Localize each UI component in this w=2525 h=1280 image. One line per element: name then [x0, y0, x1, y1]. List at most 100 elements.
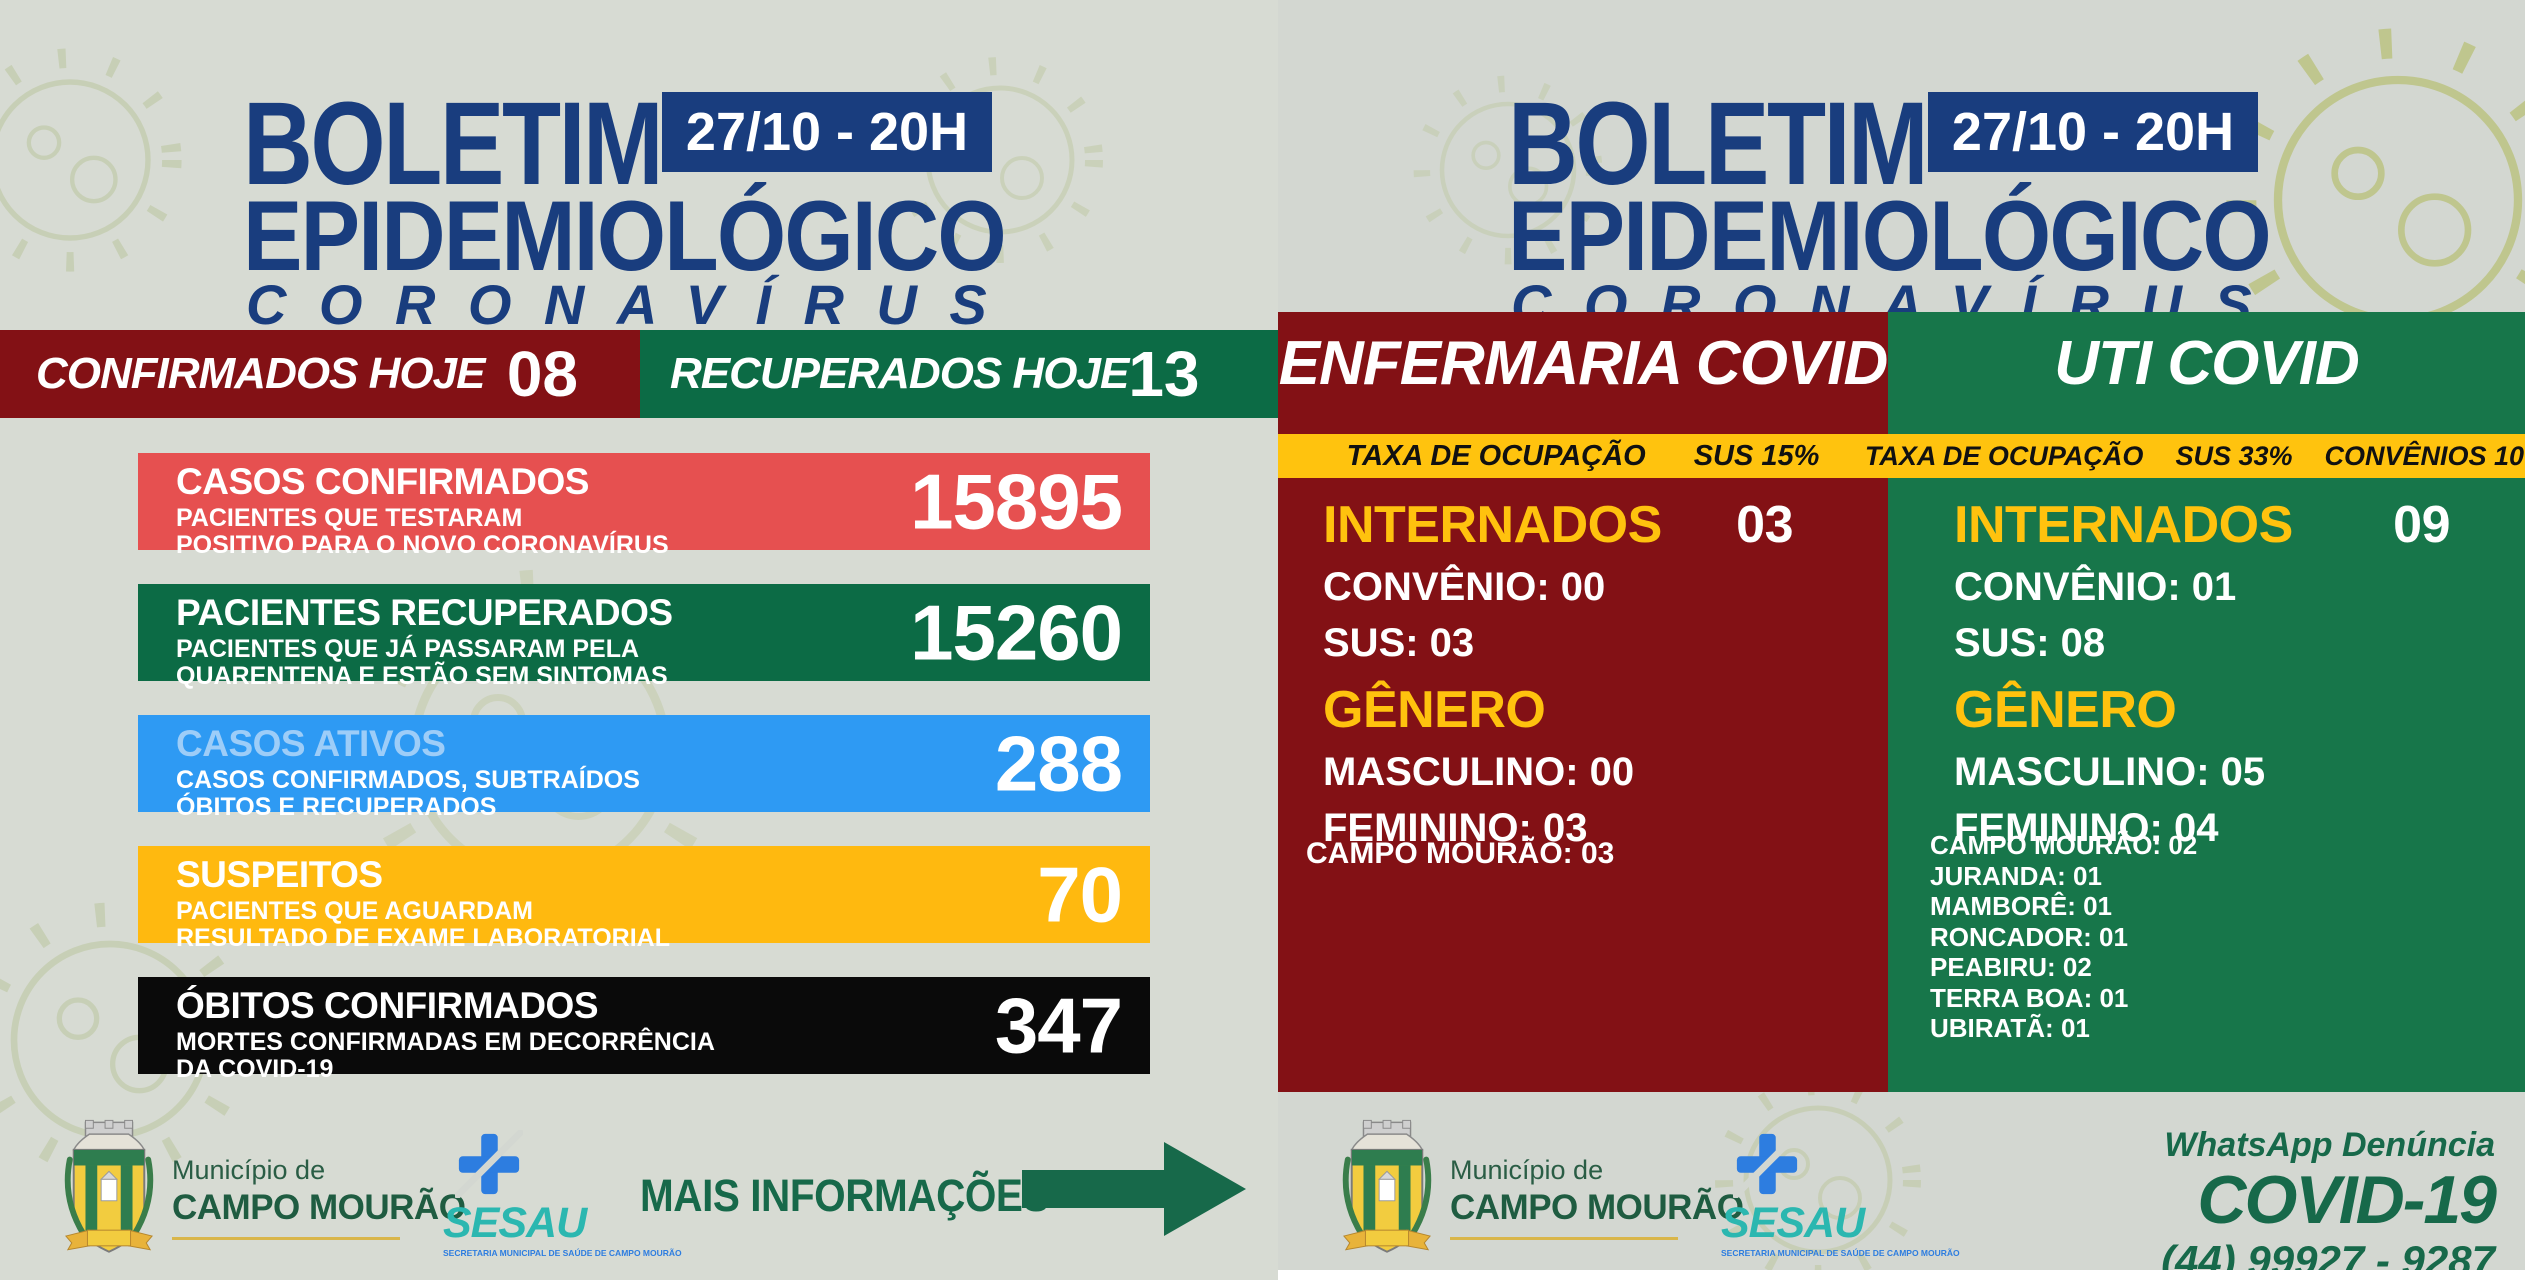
convenio-line: CONVÊNIO: 00: [1323, 565, 1606, 609]
sesau-tagline: SECRETARIA MUNICIPAL DE SAÚDE DE CAMPO M…: [1721, 1248, 1960, 1258]
panel-hospital-occupancy: BOLETIM 27/10 - 20H EPIDEMIOLÓGICO CORON…: [1278, 0, 2525, 1280]
internados-label: INTERNADOS: [1954, 496, 2293, 554]
bulletin-title-line2: EPIDEMIOLÓGICO: [243, 180, 1007, 291]
city-line: MAMBORÊ: 01: [1930, 891, 2113, 921]
occupancy-label: TAXA DE OCUPAÇÃO: [1346, 439, 1646, 472]
enfermaria-stats: INTERNADOS 03 CONVÊNIO: 00 SUS: 03 GÊNER…: [1323, 495, 1793, 851]
internados-label: INTERNADOS: [1323, 496, 1662, 554]
masculino-line: MASCULINO: 00: [1323, 750, 1635, 795]
gold-underline: [172, 1237, 400, 1240]
arrow-right-icon[interactable]: [1022, 1170, 1164, 1208]
uti-city-list: CAMPO MOURÃO: 02 JURANDA: 01 MAMBORÊ: 01…: [1930, 830, 2197, 1044]
stat-desc: MORTES CONFIRMADAS EM DECORRÊNCIA DA COVI…: [176, 1027, 715, 1084]
stat-title: CASOS ATIVOS: [176, 723, 446, 764]
campo-mourao-coat-of-arms: [1338, 1118, 1436, 1260]
city-line: RONCADOR: 01: [1930, 921, 2128, 952]
arrow-right-icon[interactable]: [1164, 1142, 1246, 1236]
confirmed-today-bar: CONFIRMADOS HOJE 08: [0, 330, 640, 418]
sesau-name: SESAU: [443, 1199, 587, 1247]
sus-line: SUS: 08: [1954, 620, 2106, 665]
recovered-today-label: RECUPERADOS HOJE: [670, 349, 1129, 398]
uti-title: UTI COVID: [2054, 329, 2359, 398]
stat-block-active-cases: CASOS ATIVOS CASOS CONFIRMADOS, SUBTRAÍD…: [138, 715, 1150, 821]
occupancy-sus: SUS 15%: [1693, 439, 1820, 472]
whatsapp-covid19: COVID-19: [2197, 1162, 2497, 1238]
city-line: CAMPO MOURÃO: 02: [1930, 830, 2198, 860]
stat-value: 15260: [910, 588, 1123, 676]
uti-covid-column: UTI COVID TAXA DE OCUPAÇÃO SUS 33% CONVÊ…: [1865, 312, 2525, 1092]
municipality-label-small: Município de: [1450, 1155, 1604, 1185]
enfermaria-covid-column: ENFERMARIA COVID TAXA DE OCUPAÇÃO SUS 15…: [1278, 312, 1888, 1092]
municipality-name: CAMPO MOURÃO: [172, 1188, 466, 1227]
feminino-line: FEMININO: 03: [1323, 805, 1588, 850]
internados-value: 03: [1736, 496, 1793, 554]
stat-desc: CASOS CONFIRMADOS, SUBTRAÍDOS ÓBITOS E RE…: [176, 765, 640, 822]
uti-occupancy-bar: TAXA DE OCUPAÇÃO SUS 33% CONVÊNIOS 10%: [1865, 434, 2525, 478]
whatsapp-label: WhatsApp Denúncia: [2164, 1126, 2495, 1164]
municipality-logo: Município de CAMPO MOURÃO: [1450, 1155, 1744, 1240]
confirmed-today-label: CONFIRMADOS HOJE: [36, 349, 485, 398]
sus-line: SUS: 03: [1323, 620, 1475, 665]
sesau-name: SESAU: [1721, 1199, 1865, 1247]
more-info-button[interactable]: MAIS INFORMAÇÕES: [640, 1170, 1050, 1221]
internados-value: 09: [2393, 496, 2450, 554]
enfermaria-occupancy-bar: TAXA DE OCUPAÇÃO SUS 15%: [1278, 434, 1888, 478]
stat-title: ÓBITOS CONFIRMADOS: [176, 985, 599, 1026]
municipality-name: CAMPO MOURÃO: [1450, 1188, 1744, 1227]
date-time-badge: 27/10 - 20H: [662, 92, 992, 172]
gold-underline: [1450, 1237, 1678, 1240]
genero-label: GÊNERO: [1954, 681, 2177, 740]
sesau-logo: SESAU SECRETARIA MUNICIPAL DE SAÚDE DE C…: [1721, 1130, 1960, 1258]
whatsapp-contact[interactable]: WhatsApp Denúncia COVID-19 (44) 99927 - …: [2161, 1126, 2497, 1280]
feminino-line: FEMININO: 04: [1954, 805, 2219, 850]
enfermaria-title: ENFERMARIA COVID: [1278, 329, 1889, 398]
city-line: UBIRATÃ: 01: [1930, 1013, 2090, 1043]
internados-row: INTERNADOS 03: [1323, 495, 1793, 555]
occupancy-sus: SUS 33%: [2175, 440, 2293, 471]
stat-title: PACIENTES RECUPERADOS: [176, 592, 673, 633]
occupancy-label: TAXA DE OCUPAÇÃO: [1864, 440, 2144, 471]
sesau-logo: SESAU SECRETARIA MUNICIPAL DE SAÚDE DE C…: [443, 1130, 682, 1258]
occupancy-convenios: CONVÊNIOS 10%: [2324, 440, 2525, 471]
sesau-cross-icon: [455, 1130, 523, 1198]
stat-desc: PACIENTES QUE AGUARDAM RESULTADO DE EXAME…: [176, 896, 670, 953]
convenio-line: CONVÊNIO: 01: [1954, 565, 2237, 609]
recovered-today-value: 13: [1128, 338, 1200, 410]
stat-block-confirmed-deaths: ÓBITOS CONFIRMADOS MORTES CONFIRMADAS EM…: [138, 977, 1150, 1083]
stat-block-suspected-cases: SUSPEITOS PACIENTES QUE AGUARDAM RESULTAD…: [138, 846, 1150, 952]
bulletin-title-line1: BOLETIM: [243, 78, 664, 210]
municipality-logo: Município de CAMPO MOURÃO: [172, 1155, 466, 1240]
stat-value: 15895: [910, 457, 1123, 545]
stat-block-confirmed-cases: CASOS CONFIRMADOS PACIENTES QUE TESTARAM…: [138, 453, 1150, 559]
recovered-today-bar: RECUPERADOS HOJE 13: [640, 330, 1278, 418]
bottom-white-strip: [1278, 1270, 2525, 1280]
municipality-label-small: Município de: [172, 1155, 326, 1185]
city-line: TERRA BOA: 01: [1930, 982, 2129, 1013]
stat-title: SUSPEITOS: [176, 854, 383, 895]
sesau-tagline: SECRETARIA MUNICIPAL DE SAÚDE DE CAMPO M…: [443, 1248, 682, 1258]
stat-blocks: CASOS CONFIRMADOS PACIENTES QUE TESTARAM…: [138, 453, 1150, 1083]
city-line: CAMPO MOURÃO: 03: [1306, 837, 1615, 870]
virus-texture-icon: [0, 30, 200, 290]
confirmed-today-value: 08: [506, 338, 578, 410]
stat-value: 70: [1037, 850, 1123, 938]
genero-label: GÊNERO: [1323, 681, 1546, 740]
coronavirus-subtitle: CORONAVÍRUS: [246, 273, 1020, 336]
stat-value: 288: [994, 719, 1123, 807]
sesau-cross-icon: [1733, 1130, 1801, 1198]
campo-mourao-coat-of-arms: [60, 1118, 158, 1260]
city-line: PEABIRU: 02: [1930, 952, 2092, 982]
stat-desc: PACIENTES QUE JÁ PASSARAM PELA QUARENTENA…: [176, 634, 668, 691]
uti-stats: INTERNADOS 09 CONVÊNIO: 01 SUS: 08 GÊNER…: [1954, 495, 2450, 851]
internados-row: INTERNADOS 09: [1954, 495, 2450, 555]
bulletin-title-line2: EPIDEMIOLÓGICO: [1508, 180, 2272, 291]
bulletin-title-line1: BOLETIM: [1508, 78, 1929, 210]
stat-block-recovered-patients: PACIENTES RECUPERADOS PACIENTES QUE JÁ P…: [138, 584, 1150, 690]
enfermaria-city-list: CAMPO MOURÃO: 03: [1306, 836, 1614, 872]
stat-title: CASOS CONFIRMADOS: [176, 461, 589, 502]
panel-bulletin-summary: BOLETIM 27/10 - 20H EPIDEMIOLÓGICO CORON…: [0, 30, 1278, 1260]
masculino-line: MASCULINO: 05: [1954, 750, 2266, 795]
stat-value: 347: [994, 981, 1123, 1069]
city-line: JURANDA: 01: [1930, 860, 2102, 891]
stat-desc: PACIENTES QUE TESTARAM POSITIVO PARA O NO…: [176, 503, 669, 560]
